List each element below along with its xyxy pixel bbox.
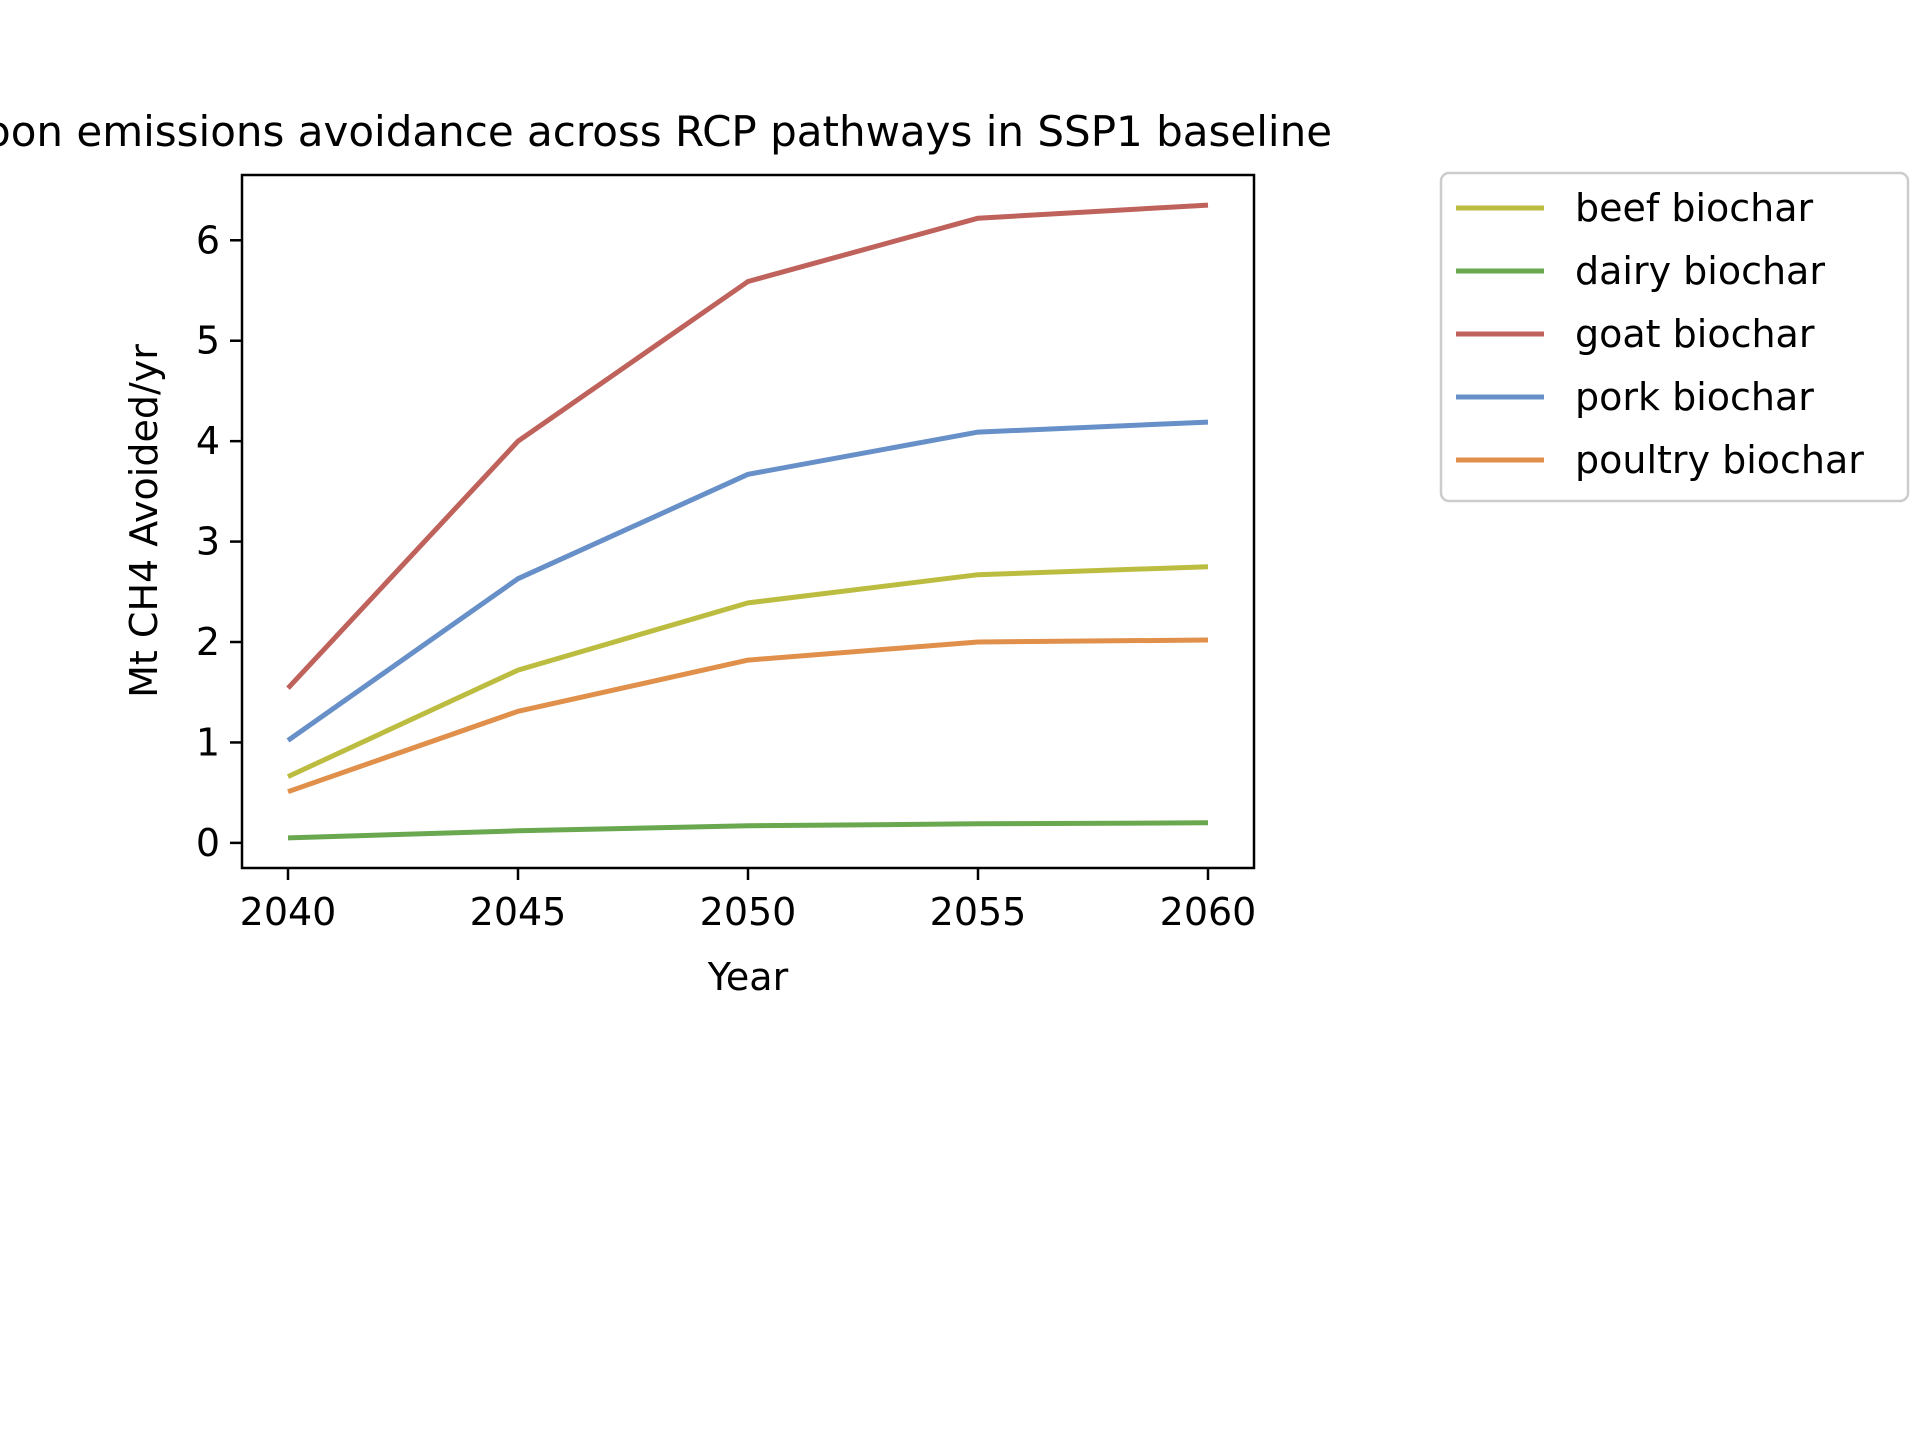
y-tick-label: 3 (196, 520, 220, 564)
legend-label-0: beef biochar (1575, 186, 1814, 230)
y-tick-label: 0 (196, 821, 220, 865)
series-line-2 (286, 202, 1209, 690)
y-tick-label: 2 (196, 620, 220, 664)
x-tick-label: 2045 (470, 890, 567, 934)
legend: beef biochar dairy biochar goat biochar por… (1439, 171, 1910, 503)
axis-ticks: 2040 2045 2050 2055 2060 0 1 2 3 4 5 6 (196, 218, 1257, 934)
x-tick-label: 2060 (1160, 890, 1257, 934)
y-tick-label: 4 (196, 419, 220, 463)
series-line-1 (287, 820, 1209, 841)
x-tick-label: 2050 (700, 890, 797, 934)
legend-label-1: dairy biochar (1575, 249, 1825, 293)
series-line-3 (286, 419, 1209, 743)
legend-frame (1439, 171, 1910, 503)
x-tick-label: 2055 (930, 890, 1027, 934)
y-axis-label: Mt CH4 Avoided/yr (122, 344, 166, 698)
legend-label-4: poultry biochar (1575, 438, 1864, 482)
plot-marks (286, 202, 1209, 841)
y-tick-label: 6 (196, 218, 220, 262)
legend-label-2: goat biochar (1575, 312, 1815, 356)
series-line-4 (287, 637, 1209, 795)
legend-label-3: pork biochar (1575, 375, 1814, 419)
chart-title: oon emissions avoidance across RCP pathw… (0, 107, 1332, 156)
series-line-0 (286, 564, 1209, 779)
x-axis-label: Year (707, 955, 789, 999)
y-tick-label: 5 (196, 319, 220, 363)
y-tick-label: 1 (196, 720, 220, 764)
x-tick-label: 2040 (240, 890, 337, 934)
